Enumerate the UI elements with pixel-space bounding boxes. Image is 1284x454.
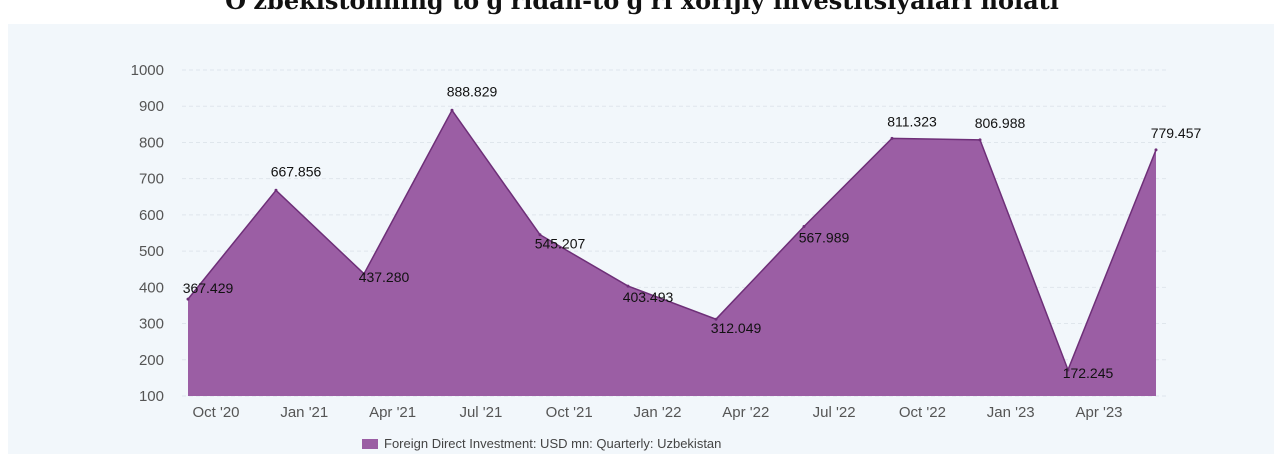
y-tick-label: 300 <box>139 316 164 333</box>
data-label: 403.493 <box>623 289 674 305</box>
x-axis-ticks: Oct '20 Jan '21 Apr '21 Jul '21 Oct '21 Jan '… <box>192 404 1122 421</box>
data-label: 779.457 <box>1151 125 1202 141</box>
x-tick-label: Jan '22 <box>634 404 682 421</box>
y-tick-label: 600 <box>139 207 164 224</box>
x-tick-label: Oct '22 <box>899 404 946 421</box>
y-tick-label: 100 <box>139 388 164 405</box>
data-label: 312.049 <box>711 320 762 336</box>
data-point[interactable] <box>626 284 630 288</box>
data-label: 667.856 <box>271 163 322 179</box>
y-tick-label: 400 <box>139 279 164 296</box>
data-label: 437.280 <box>359 269 410 285</box>
y-tick-label: 1000 <box>131 62 164 79</box>
data-label: 811.323 <box>887 113 937 129</box>
data-point[interactable] <box>274 188 278 192</box>
y-tick-label: 500 <box>139 243 164 260</box>
data-point[interactable] <box>1154 148 1158 152</box>
y-tick-label: 700 <box>139 171 164 188</box>
x-tick-label: Oct '20 <box>192 404 239 421</box>
data-point[interactable] <box>714 317 718 321</box>
x-tick-label: Jan '21 <box>280 404 328 421</box>
data-point[interactable] <box>890 136 894 140</box>
data-label: 567.989 <box>799 229 850 245</box>
y-tick-label: 800 <box>139 134 164 151</box>
data-label: 545.207 <box>535 236 586 252</box>
x-tick-label: Apr '22 <box>722 404 769 421</box>
y-tick-label: 200 <box>139 352 164 369</box>
x-tick-label: Apr '23 <box>1075 404 1122 421</box>
x-tick-label: Apr '21 <box>369 404 416 421</box>
x-tick-label: Jul '21 <box>459 404 502 421</box>
area-fill <box>188 110 1156 396</box>
legend[interactable]: Foreign Direct Investment: USD mn: Quart… <box>362 436 721 451</box>
data-label: 367.429 <box>183 280 234 296</box>
data-point[interactable] <box>538 233 542 237</box>
legend-swatch <box>362 438 378 449</box>
data-point[interactable] <box>1066 368 1070 372</box>
area-series <box>186 108 1158 396</box>
data-point[interactable] <box>450 108 454 112</box>
data-labels: 367.429 667.856 437.280 888.829 545.207 403.4… <box>183 83 1202 381</box>
chart-title: O'zbekistonning to'g'ridan-to'g'ri xorij… <box>225 0 1059 15</box>
y-axis-ticks: 100 200 300 400 500 600 700 800 900 1000 <box>131 62 164 405</box>
data-label: 888.829 <box>447 83 498 99</box>
data-point[interactable] <box>362 272 366 276</box>
area-line <box>187 108 1157 372</box>
data-label: 806.988 <box>975 115 1026 131</box>
data-point[interactable] <box>978 138 982 142</box>
data-label: 172.245 <box>1063 365 1114 381</box>
x-tick-label: Oct '21 <box>546 404 593 421</box>
data-point[interactable] <box>186 297 190 301</box>
legend-label: Foreign Direct Investment: USD mn: Quart… <box>384 436 722 451</box>
y-tick-label: 900 <box>139 98 164 115</box>
x-tick-label: Jan '23 <box>987 404 1035 421</box>
x-tick-label: Jul '22 <box>813 404 856 421</box>
data-point[interactable] <box>802 224 806 228</box>
